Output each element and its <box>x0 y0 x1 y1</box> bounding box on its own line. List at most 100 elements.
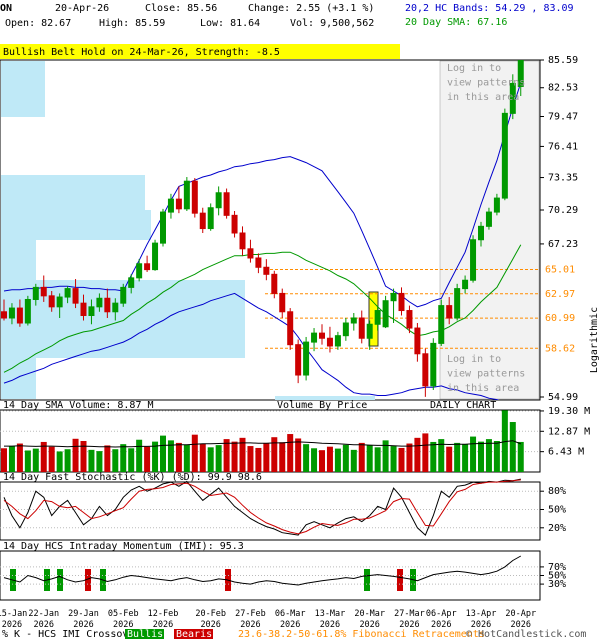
volume-bar <box>32 448 39 472</box>
candle-body <box>406 310 413 329</box>
fib-note: 23.6-38.2-50-61.8% Fibonacci Retracement… <box>238 629 485 640</box>
candle-body <box>382 300 389 328</box>
candle-body <box>16 307 23 324</box>
candle-body <box>493 197 500 213</box>
indicator-line <box>3 292 500 400</box>
candle-body <box>144 263 151 271</box>
volume-bar <box>446 446 453 472</box>
candle-body <box>8 307 15 319</box>
candle-body <box>96 297 103 308</box>
candle-body <box>80 302 87 316</box>
volume-bar <box>56 451 63 472</box>
fib-label: 60.99 <box>545 313 575 324</box>
volume-bar <box>199 443 206 472</box>
indicator-line <box>3 82 522 308</box>
candle-body <box>255 257 262 268</box>
volume-bar <box>72 438 79 472</box>
volume-bar <box>24 450 31 472</box>
x-tick-label: 20-Mar 2026 <box>354 609 386 630</box>
candle-body <box>334 335 341 347</box>
volume-bar <box>462 444 469 472</box>
change: Change: 2.55 (+3.1 %) <box>248 3 374 14</box>
volume-bar <box>104 445 111 472</box>
candle-body <box>136 263 143 279</box>
x-tick-label: 27-Mar 2026 <box>394 609 425 630</box>
y-tick-label: 19.30 M <box>548 406 590 417</box>
volume-sma <box>4 440 521 448</box>
candle-body <box>32 286 39 300</box>
candle-body <box>48 295 55 308</box>
candle-body <box>311 332 318 343</box>
login-note: Log in to <box>447 354 501 365</box>
volume-bar <box>128 448 135 472</box>
y-tick-label: 50% <box>548 505 566 516</box>
candle-body <box>167 198 174 213</box>
login-note: view patterns <box>447 369 525 380</box>
candle-body <box>207 207 214 230</box>
candle-body <box>398 292 405 312</box>
candle-body <box>215 192 222 209</box>
volume-bar <box>207 447 214 472</box>
candle-body <box>152 242 159 271</box>
date: 20-Apr-26 <box>55 3 109 14</box>
candle-body <box>128 277 135 288</box>
volume-bar <box>334 448 341 472</box>
candle-body <box>24 298 31 324</box>
volume-bar <box>1 448 7 472</box>
volume-bar <box>422 433 429 472</box>
y-tick-label: 67.23 <box>548 239 578 250</box>
volume-by-price-label: Volume By Price <box>277 400 367 411</box>
pattern-text: Bullish Belt Hold on 24-Mar-26, Strength… <box>3 47 280 58</box>
fib-label: 65.01 <box>545 264 575 275</box>
candle-body <box>517 60 524 87</box>
candle-body <box>287 311 294 346</box>
y-tick-label: 70.29 <box>548 205 578 216</box>
volume-bar <box>64 449 71 472</box>
volume-bar <box>271 437 278 472</box>
bearish-swatch <box>174 629 213 639</box>
volume-bar <box>478 441 484 472</box>
volume-bar <box>390 446 397 472</box>
candle-body <box>422 353 429 387</box>
candle-body <box>454 288 461 319</box>
candle-body <box>239 232 246 250</box>
x-tick-label: 29-Jan 2026 <box>68 609 99 630</box>
scale-label: Logarithmic <box>589 307 600 373</box>
volume-bar <box>120 444 127 472</box>
volume-bar <box>485 439 492 472</box>
volume-bar <box>319 450 325 472</box>
volume-bar <box>295 438 302 472</box>
volume-bar <box>96 451 103 472</box>
volume-bar <box>223 439 230 472</box>
x-tick-label: 05-Feb 2026 <box>107 609 139 630</box>
x-tick-label: 22-Jan 2026 <box>28 609 60 630</box>
volume-bar <box>414 437 421 472</box>
volume-bar <box>509 422 516 472</box>
volume-bar <box>263 443 270 472</box>
candle-body <box>485 211 492 227</box>
volume-bar <box>144 446 151 472</box>
x-tick-label: 12-Feb 2026 <box>147 609 179 630</box>
candle-body <box>350 317 357 324</box>
volume-bar <box>311 448 318 472</box>
y-tick-label: 12.87 M <box>548 426 590 437</box>
x-tick-label: 27-Feb 2026 <box>235 609 266 630</box>
indicator-line <box>3 555 522 586</box>
candle-body <box>56 296 63 308</box>
candle-body <box>303 341 310 376</box>
x-tick-label: 15-Jan 2026 <box>0 609 28 630</box>
y-tick-label: 85.59 <box>548 55 578 66</box>
volume-bar <box>112 449 119 472</box>
volume-bar <box>160 435 166 472</box>
sma-label: 20 Day SMA: 67.16 <box>405 17 507 28</box>
open: Open: 82.67 <box>5 18 71 29</box>
y-tick-label: 54.99 <box>548 392 578 403</box>
y-tick-label: 70% <box>548 562 566 573</box>
candle-body <box>342 322 349 337</box>
volume-bar <box>326 446 333 472</box>
y-tick-label: 50% <box>548 571 566 582</box>
bands-label: 20,2 HC Bands: 54.29 , 83.09 <box>405 3 574 14</box>
daily-chart-label: DAILY CHART <box>430 400 496 411</box>
volume-bar <box>366 445 373 472</box>
locked-area <box>439 60 540 400</box>
